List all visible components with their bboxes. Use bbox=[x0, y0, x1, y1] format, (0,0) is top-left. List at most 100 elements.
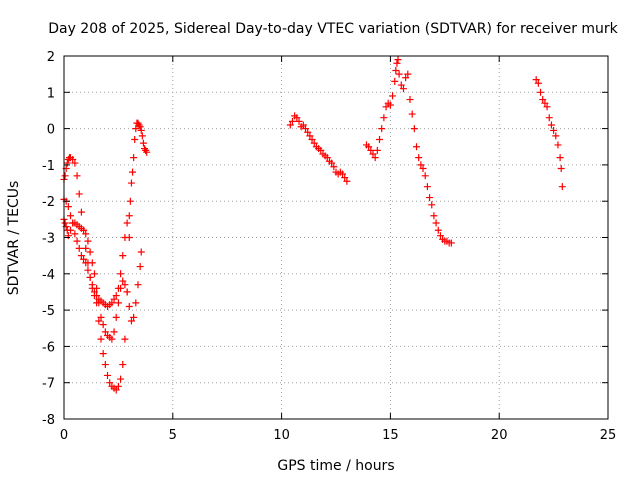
data-point bbox=[539, 96, 547, 104]
data-point bbox=[378, 125, 386, 133]
data-point bbox=[82, 259, 90, 267]
data-point bbox=[119, 361, 127, 369]
data-point bbox=[99, 350, 107, 358]
data-point bbox=[550, 126, 558, 134]
data-point bbox=[295, 117, 303, 125]
data-point bbox=[130, 313, 138, 321]
y-tick-label: 2 bbox=[47, 50, 55, 65]
series-early-c bbox=[60, 195, 133, 310]
data-point bbox=[80, 255, 88, 263]
data-point bbox=[143, 148, 151, 156]
data-point bbox=[343, 177, 351, 185]
data-point bbox=[394, 56, 402, 64]
data-point bbox=[532, 76, 540, 84]
data-point bbox=[82, 244, 90, 252]
data-point bbox=[64, 203, 72, 211]
data-point bbox=[389, 92, 397, 100]
data-point bbox=[557, 165, 565, 173]
data-point bbox=[417, 161, 425, 169]
data-point bbox=[86, 273, 94, 281]
data-point bbox=[119, 277, 127, 285]
data-point bbox=[93, 292, 101, 300]
data-point bbox=[310, 139, 318, 147]
data-point bbox=[430, 212, 438, 220]
y-tick-label: -4 bbox=[42, 268, 55, 283]
data-point bbox=[71, 159, 79, 167]
data-point bbox=[556, 154, 564, 162]
data-point bbox=[558, 183, 566, 191]
data-point bbox=[69, 155, 77, 163]
data-point bbox=[114, 382, 122, 390]
data-point bbox=[395, 70, 403, 78]
data-point bbox=[110, 328, 118, 336]
y-tick-label: -8 bbox=[42, 413, 55, 428]
data-point bbox=[61, 219, 69, 227]
data-point bbox=[104, 371, 112, 379]
data-point bbox=[317, 146, 325, 154]
data-point bbox=[64, 232, 72, 240]
data-point bbox=[428, 201, 436, 209]
data-point bbox=[63, 159, 71, 167]
data-point bbox=[288, 117, 296, 125]
x-tick-label: 5 bbox=[169, 428, 177, 443]
data-point bbox=[67, 226, 75, 234]
data-point bbox=[117, 375, 125, 383]
data-point bbox=[392, 67, 400, 75]
data-point bbox=[101, 328, 109, 336]
series-midday bbox=[286, 112, 351, 185]
data-point bbox=[132, 299, 140, 307]
data-point bbox=[380, 114, 388, 122]
data-point bbox=[69, 219, 77, 227]
data-point bbox=[410, 125, 418, 133]
data-point bbox=[80, 226, 88, 234]
data-point bbox=[137, 248, 145, 256]
data-point bbox=[304, 128, 312, 136]
data-point bbox=[543, 103, 551, 111]
grid bbox=[64, 56, 608, 419]
data-point bbox=[88, 259, 96, 267]
x-tick-label: 25 bbox=[600, 428, 617, 443]
series-early-a bbox=[60, 119, 151, 394]
data-point bbox=[302, 125, 310, 133]
data-point bbox=[127, 317, 135, 325]
axis-ticks: 0 5 10 15 20 25 -8 -7 -6 -5 -4 -3 -2 -1 0 1 2 bbox=[42, 50, 616, 443]
y-tick-label: -2 bbox=[42, 195, 55, 210]
data-points bbox=[60, 56, 566, 394]
data-point bbox=[86, 248, 94, 256]
data-point bbox=[127, 179, 135, 187]
data-point bbox=[77, 208, 85, 216]
data-point bbox=[67, 212, 75, 220]
data-point bbox=[373, 146, 381, 154]
y-tick-label: -1 bbox=[42, 159, 55, 174]
data-point bbox=[71, 230, 79, 238]
data-point bbox=[341, 174, 349, 182]
x-tick-label: 20 bbox=[491, 428, 508, 443]
data-point bbox=[93, 284, 101, 292]
data-point bbox=[75, 190, 83, 198]
data-point bbox=[142, 146, 150, 154]
data-point bbox=[131, 135, 139, 143]
data-point bbox=[432, 219, 440, 227]
data-point bbox=[129, 168, 137, 176]
data-point bbox=[367, 146, 375, 154]
data-point bbox=[402, 74, 410, 82]
data-point bbox=[125, 302, 133, 310]
x-axis-label: GPS time / hours bbox=[277, 458, 394, 474]
data-point bbox=[108, 335, 116, 343]
data-point bbox=[436, 232, 444, 240]
data-point bbox=[328, 159, 336, 167]
data-point bbox=[123, 219, 131, 227]
data-point bbox=[90, 270, 98, 278]
data-point bbox=[84, 266, 92, 274]
data-point bbox=[126, 197, 134, 205]
data-point bbox=[386, 101, 394, 109]
data-point bbox=[339, 170, 347, 178]
data-point bbox=[404, 70, 412, 78]
data-point bbox=[369, 150, 377, 158]
data-point bbox=[134, 281, 142, 289]
data-point bbox=[408, 110, 416, 118]
data-point bbox=[121, 234, 129, 241]
data-point bbox=[77, 252, 85, 260]
y-tick-label: -3 bbox=[42, 232, 55, 247]
y-tick-label: -7 bbox=[42, 377, 55, 392]
